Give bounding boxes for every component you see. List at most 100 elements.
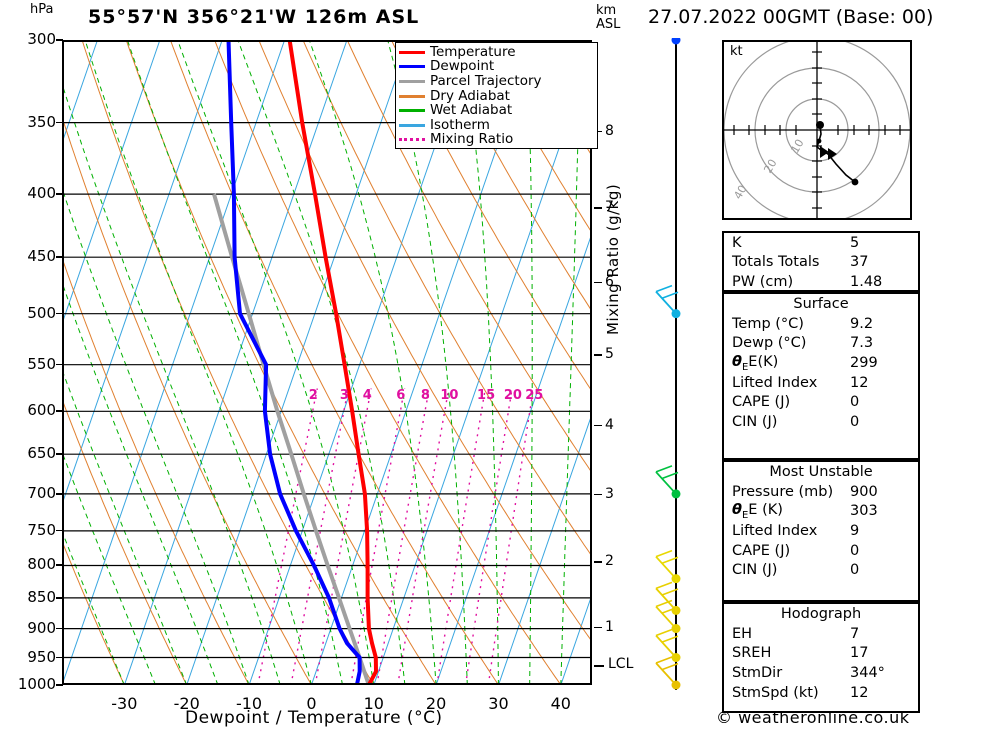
hodograph-storm-motion-arrow-2 — [828, 148, 837, 160]
row-key: θEE (K) — [732, 501, 783, 521]
pressure-tick — [56, 596, 63, 599]
table-row: StmSpd (kt) 12 — [724, 683, 918, 703]
row-key: Pressure (mb) — [732, 483, 834, 500]
pressure-tick — [56, 39, 63, 41]
pressure-tick-label: 1000 — [17, 675, 56, 693]
mixing-ratio-label: 8 — [420, 387, 430, 403]
pressure-tick-label: 350 — [27, 112, 56, 131]
row-value: 1.48 — [850, 273, 883, 290]
row-key: CAPE (J) — [732, 542, 791, 559]
mixing-ratio-label: 20 — [503, 387, 522, 403]
legend-item-isotherm: Isotherm — [399, 118, 594, 133]
legend: Temperature Dewpoint Parcel Trajectory Dry … — [395, 42, 598, 150]
row-key: Lifted Index — [732, 374, 818, 391]
table-row: EH 7 — [724, 624, 918, 644]
hodograph-stats-table: Hodograph EH 7 SREH 17 StmDir 344° StmSpd (kt) 1… — [722, 602, 920, 713]
hodograph-ring-label-10: 10 — [788, 137, 806, 156]
pressure-unit-label: hPa — [30, 2, 54, 17]
hodograph-points — [816, 121, 859, 186]
hodograph-ring-labels: 10 20 40 — [731, 137, 806, 202]
temperature-curve — [287, 40, 378, 685]
row-value: 344° — [850, 664, 885, 681]
row-key: Lifted Index — [732, 522, 818, 539]
pressure-tick — [56, 656, 63, 659]
mixing-ratio-label: 10 — [440, 387, 459, 403]
legend-label: Wet Adiabat — [430, 102, 513, 119]
pressure-tick — [56, 193, 63, 195]
row-value: 17 — [850, 645, 869, 662]
wind-barb — [655, 581, 681, 615]
row-key: StmSpd (kt) — [732, 684, 819, 701]
hodograph-canvas: 10 20 40 — [723, 36, 911, 224]
pressure-tick-label: 600 — [27, 401, 56, 420]
legend-label: Isotherm — [430, 116, 490, 133]
legend-label: Dry Adiabat — [430, 87, 510, 104]
legend-item-dry-adiabat: Dry Adiabat — [399, 89, 594, 104]
height-tick — [594, 354, 602, 356]
temperature-axis: -30 -20 -10 0 10 20 30 40 — [0, 690, 660, 713]
row-value: 0 — [850, 394, 860, 411]
legend-swatch — [399, 65, 425, 69]
legend-swatch — [399, 109, 425, 113]
height-tick — [594, 626, 602, 629]
row-key: CIN (J) — [732, 413, 778, 430]
height-tick-label: 8 — [605, 122, 614, 139]
hodograph-storm-motion-arrow — [820, 146, 829, 158]
pressure-tick-label: 850 — [27, 587, 56, 606]
legend-swatch — [399, 50, 425, 54]
legend-item-mixing-ratio: Mixing Ratio — [399, 133, 594, 148]
legend-label: Dewpoint — [430, 58, 495, 75]
table-row: Lifted Index 9 — [724, 521, 918, 541]
row-key: θEE(K) — [732, 353, 779, 373]
hodograph-crosshair — [724, 42, 910, 218]
legend-swatch — [399, 138, 425, 142]
pressure-tick-label: 500 — [27, 303, 56, 322]
height-tick — [594, 493, 602, 496]
table-row: CIN (J) 0 — [724, 560, 918, 580]
xaxis-title: Dewpoint / Temperature (°C) — [185, 708, 443, 728]
wet-adiabat-lines — [62, 40, 592, 685]
height-tick-label: 2 — [605, 553, 614, 570]
legend-swatch — [399, 123, 425, 127]
legend-label: Parcel Trajectory — [430, 72, 542, 89]
row-value: 5 — [850, 234, 860, 251]
temperature-tick-label: -30 — [111, 694, 138, 713]
lcl-tick — [594, 664, 604, 667]
forecast-date-label: 27.07.2022 00GMT (Base: 00) — [648, 6, 934, 28]
legend-item-dewpoint: Dewpoint — [399, 60, 594, 75]
row-key: Dewp (°C) — [732, 335, 807, 352]
height-tick — [594, 424, 602, 427]
pressure-tick-label: 950 — [27, 647, 56, 666]
table-row: CIN (J) 0 — [724, 412, 918, 432]
height-tick-label: 5 — [605, 346, 614, 363]
table-row: SREH 17 — [724, 644, 918, 664]
height-tick-label: 6 — [605, 273, 614, 290]
hodograph-ring-label-40: 40 — [731, 183, 749, 202]
mixing-ratio-label: 4 — [362, 387, 372, 403]
hodograph-plot[interactable]: 10 20 40 kt — [722, 36, 912, 224]
pressure-tick-label: 550 — [27, 354, 56, 373]
row-value: 0 — [850, 562, 860, 579]
height-tick — [594, 561, 602, 563]
row-value: 12 — [850, 374, 869, 391]
mixing-ratio-label: 6 — [396, 387, 406, 403]
row-value: 303 — [850, 503, 878, 520]
table-row: Pressure (mb) 900 — [724, 482, 918, 502]
pressure-tick — [56, 529, 63, 532]
row-value: 299 — [850, 354, 878, 371]
height-tick-label: 3 — [605, 485, 614, 502]
wind-barb-canvas — [655, 11, 681, 690]
height-tick-label: 7 — [605, 199, 614, 216]
surface-table: Surface Temp (°C) 9.2 Dewp (°C) 7.3 θEE(K) 299… — [722, 292, 920, 460]
height-tick — [594, 281, 602, 284]
plot-border — [62, 40, 592, 685]
legend-item-parcel-trajectory: Parcel Trajectory — [399, 74, 594, 89]
row-value: 37 — [850, 254, 869, 271]
height-tick-label: 1 — [605, 618, 614, 635]
pressure-tick — [56, 312, 63, 315]
legend-item-temperature: Temperature — [399, 45, 594, 60]
table-row: θEE (K) 303 — [724, 502, 918, 522]
row-value: 12 — [850, 684, 869, 701]
legend-label: Temperature — [430, 43, 516, 60]
